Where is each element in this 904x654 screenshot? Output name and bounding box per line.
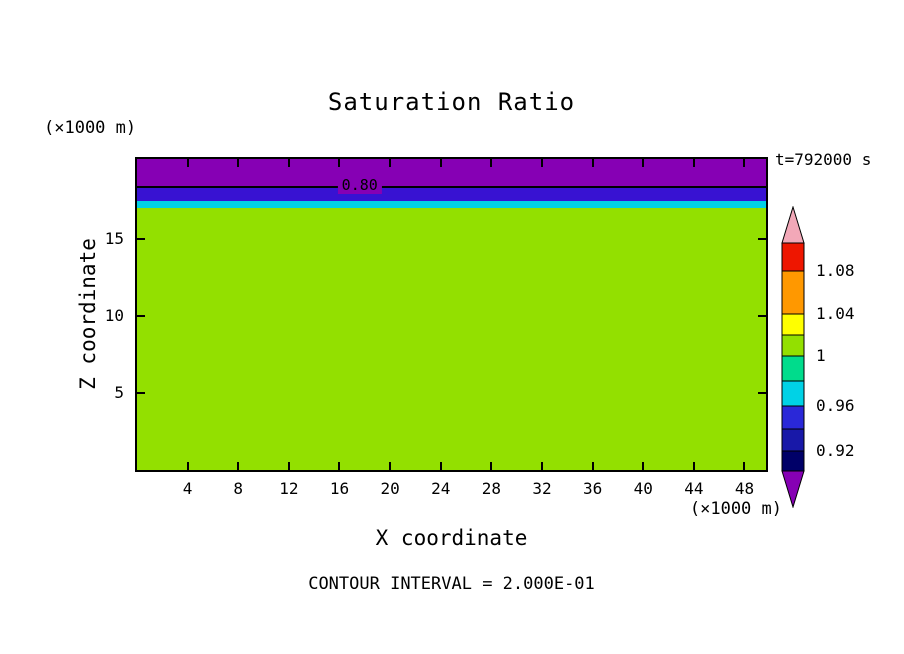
- x-tick-label: 40: [633, 479, 653, 498]
- y-tick-mark-right: [758, 392, 766, 395]
- y-tick-label: 10: [104, 306, 124, 326]
- colorbar-tick-label: 0.92: [816, 441, 855, 460]
- x-tick-mark-top: [389, 159, 392, 167]
- y-tick-mark: [137, 315, 145, 318]
- x-tick-mark-top: [540, 159, 543, 167]
- colorbar-segment: [781, 334, 805, 357]
- colorbar-tick-label: 1.08: [816, 261, 855, 280]
- x-tick-label: 36: [582, 479, 603, 498]
- y-tick-mark: [137, 238, 145, 241]
- x-tick-mark: [439, 462, 442, 470]
- x-tick-mark-top: [237, 159, 240, 167]
- x-tick-mark-top: [591, 159, 594, 167]
- x-tick-label: 28: [481, 479, 501, 498]
- y-tick-mark: [137, 392, 145, 395]
- x-tick-mark: [591, 462, 594, 470]
- colorbar-segment: [781, 428, 805, 452]
- y-tick-mark-right: [758, 238, 766, 241]
- contour-interval-note: CONTOUR INTERVAL = 2.000E-01: [308, 574, 595, 594]
- saturation-band: [137, 159, 766, 189]
- colorbar-tick-label: 0.96: [816, 396, 855, 415]
- colorbar-tick-label: 1.04: [816, 304, 855, 323]
- colorbar-bottom-arrow: [781, 470, 805, 508]
- x-tick-mark-top: [743, 159, 746, 167]
- colorbar-segment: [781, 380, 805, 407]
- y-tick-label: 5: [114, 383, 124, 403]
- colorbar-segment: [781, 313, 805, 336]
- x-tick-label: 44: [684, 479, 704, 498]
- x-tick-mark-top: [692, 159, 695, 167]
- saturation-band: [137, 187, 766, 202]
- colorbar-segment: [781, 242, 805, 272]
- plot-title: Saturation Ratio: [327, 88, 576, 116]
- colorbar-top-arrow: [781, 206, 805, 244]
- x-tick-label: 48: [734, 479, 755, 498]
- colorbar-segment: [781, 355, 805, 382]
- y-axis-unit: (×1000 m): [44, 118, 137, 138]
- time-annotation: t=792000 s: [775, 150, 872, 169]
- x-tick-mark: [237, 462, 240, 470]
- colorbar: [781, 206, 805, 508]
- x-tick-mark: [692, 462, 695, 470]
- x-axis-unit: (×1000 m): [689, 499, 782, 519]
- x-tick-mark-top: [338, 159, 341, 167]
- plot-area: 0.80: [135, 157, 768, 472]
- x-tick-mark: [389, 462, 392, 470]
- x-tick-label: 12: [279, 479, 299, 498]
- x-tick-mark-top: [186, 159, 189, 167]
- x-axis-label: X coordinate: [375, 526, 528, 550]
- saturation-band: [137, 208, 766, 470]
- x-tick-mark: [642, 462, 645, 470]
- x-tick-mark-top: [287, 159, 290, 167]
- x-tick-mark: [743, 462, 746, 470]
- colorbar-tick-label: 1: [816, 346, 826, 365]
- x-tick-label: 16: [329, 479, 350, 498]
- colorbar-segment: [781, 405, 805, 430]
- x-tick-mark-top: [490, 159, 493, 167]
- colorbar-segment: [781, 270, 805, 315]
- x-tick-label: 32: [532, 479, 552, 498]
- contour-value-label: 0.80: [337, 176, 382, 195]
- x-tick-mark: [287, 462, 290, 470]
- x-tick-mark-top: [642, 159, 645, 167]
- colorbar-segment: [781, 450, 805, 472]
- y-tick-mark-right: [758, 315, 766, 318]
- x-tick-mark-top: [439, 159, 442, 167]
- x-tick-label: 20: [380, 479, 400, 498]
- x-tick-mark: [186, 462, 189, 470]
- x-tick-label: 24: [431, 479, 451, 498]
- saturation-band: [137, 200, 766, 210]
- x-tick-mark: [540, 462, 543, 470]
- x-tick-mark: [338, 462, 341, 470]
- y-tick-label: 15: [104, 229, 124, 249]
- x-tick-label: 4: [182, 479, 193, 498]
- labeled-contour-line: [137, 186, 766, 189]
- x-tick-label: 8: [233, 479, 244, 498]
- x-tick-mark: [490, 462, 493, 470]
